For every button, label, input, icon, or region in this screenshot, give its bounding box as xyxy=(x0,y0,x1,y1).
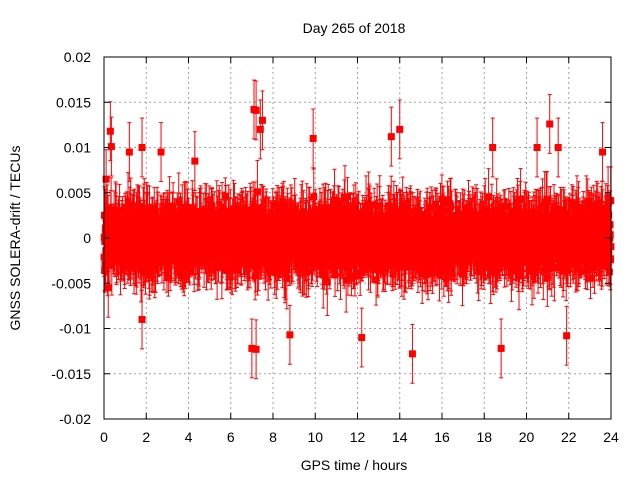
chart: 0 2 4 6 8 10 12 14 16 18 20 22 24 -0.02-0.015-0.01-0… xyxy=(7,20,619,473)
